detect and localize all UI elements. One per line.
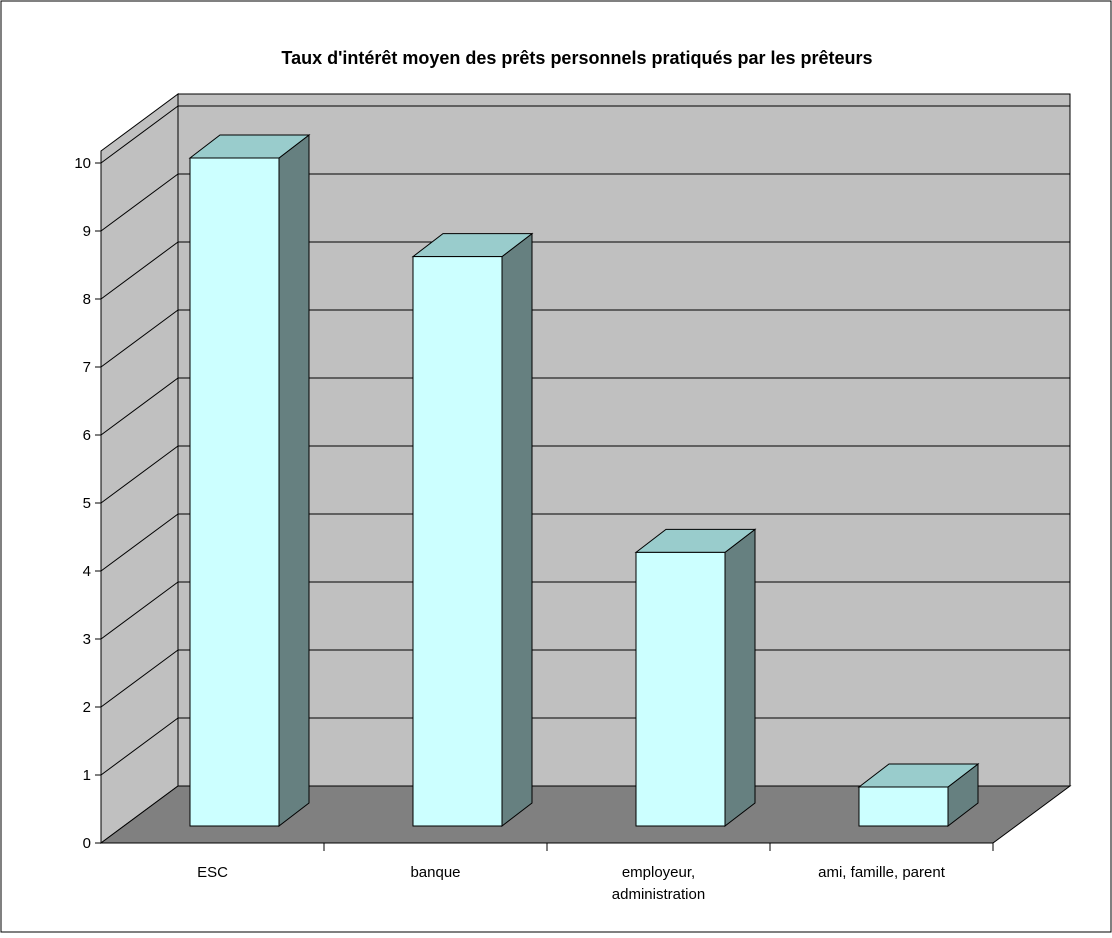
chart-walls: [99, 93, 1072, 844]
bar: [634, 528, 757, 828]
y-tick-label: 10: [74, 155, 91, 172]
bar-side: [724, 528, 756, 828]
chart-grid: [100, 105, 1070, 776]
chart-bars: [188, 133, 980, 828]
y-tick-label: 5: [83, 495, 91, 512]
bar-front: [189, 157, 280, 827]
back-wall: [177, 93, 1071, 787]
chart-title: Taux d'intérêt moyen des prêts personnel…: [281, 48, 872, 68]
gridline-side: [100, 649, 179, 708]
category-label: ami, famille, parent: [818, 864, 946, 881]
chart-labels: ESC banque employeur, administration ami, fa…: [197, 864, 946, 903]
bar: [411, 232, 534, 828]
gridline-side: [100, 377, 179, 436]
gridline-side: [100, 717, 179, 776]
chart-axis: 0 1 2 3 4 5 6 7 8 9 10: [74, 155, 994, 852]
gridline-side: [100, 445, 179, 504]
gridline-side: [100, 309, 179, 368]
y-tick-label: 7: [83, 359, 91, 376]
bar-front: [635, 551, 726, 827]
category-label: administration: [612, 886, 705, 903]
bar-side: [501, 232, 533, 828]
y-tick-label: 6: [83, 427, 91, 444]
gridline-side: [100, 173, 179, 232]
category-label: employeur,: [622, 864, 695, 881]
y-tick-label: 4: [83, 563, 91, 580]
y-tick-label: 2: [83, 699, 91, 716]
side-wall: [100, 93, 179, 844]
gridline-side: [100, 513, 179, 572]
y-tick-label: 1: [83, 767, 91, 784]
y-tick-label: 0: [83, 835, 91, 852]
y-tick-label: 8: [83, 291, 91, 308]
category-label: banque: [410, 864, 460, 881]
gridline-side: [100, 241, 179, 300]
y-tick-label: 9: [83, 223, 91, 240]
bar-front: [412, 256, 503, 827]
bar: [857, 762, 980, 828]
category-label: ESC: [197, 864, 228, 881]
bar-front: [858, 786, 949, 827]
bar: [188, 133, 311, 828]
bar-side: [278, 133, 310, 828]
gridline-side: [100, 105, 179, 164]
gridline-side: [100, 581, 179, 640]
y-tick-label: 3: [83, 631, 91, 648]
